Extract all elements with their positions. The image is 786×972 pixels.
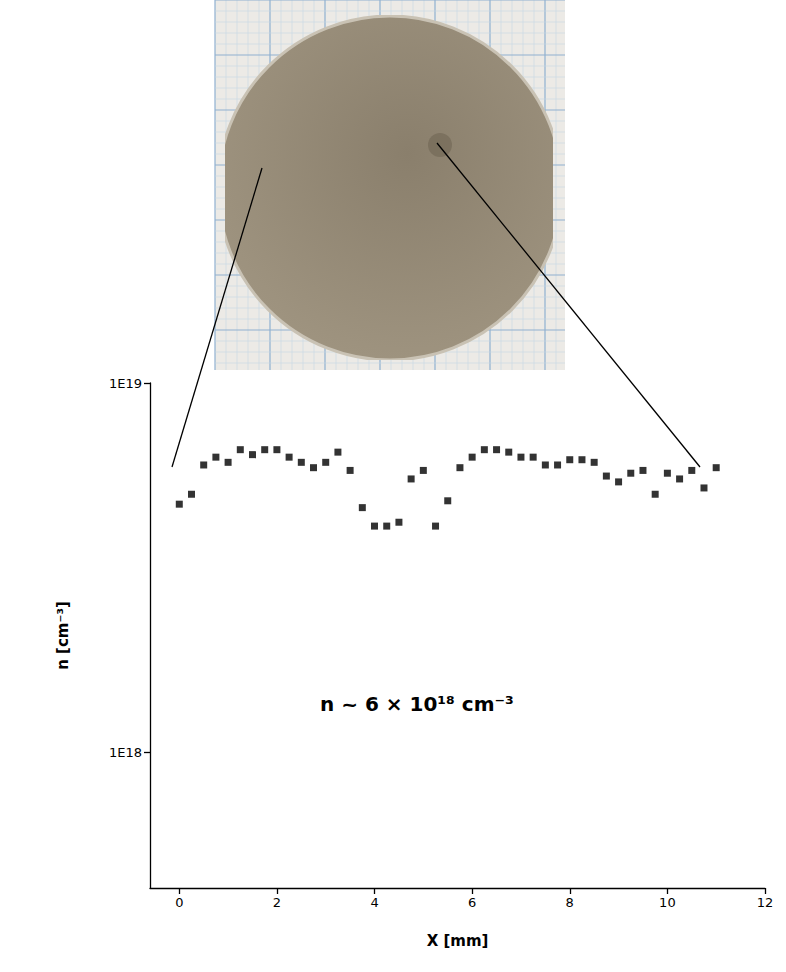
svg-text:4: 4: [370, 895, 378, 910]
svg-text:10: 10: [659, 895, 676, 910]
svg-text:X [mm]: X [mm]: [427, 932, 489, 950]
svg-text:0: 0: [175, 895, 183, 910]
svg-text:2: 2: [273, 895, 281, 910]
svg-text:12: 12: [757, 895, 774, 910]
svg-text:6: 6: [468, 895, 476, 910]
svg-text:1E18: 1E18: [109, 745, 142, 760]
svg-text:n [cm⁻³]: n [cm⁻³]: [54, 601, 72, 670]
svg-text:n ~ 6 × 10¹⁸ cm⁻³: n ~ 6 × 10¹⁸ cm⁻³: [320, 692, 514, 716]
svg-text:1E19: 1E19: [109, 376, 142, 391]
svg-text:8: 8: [566, 895, 574, 910]
